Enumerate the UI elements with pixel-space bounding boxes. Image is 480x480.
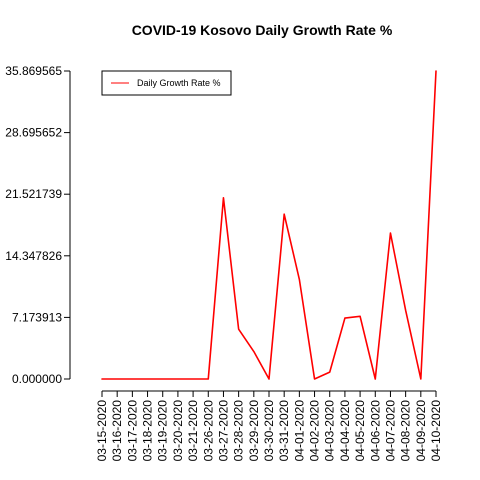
x-tick-label: 04-04-2020 bbox=[338, 400, 352, 462]
x-tick-label: 04-09-2020 bbox=[414, 400, 428, 462]
x-tick-label: 03-17-2020 bbox=[125, 400, 139, 462]
x-tick-label: 03-20-2020 bbox=[171, 400, 185, 462]
x-tick-label: 03-30-2020 bbox=[262, 400, 276, 462]
series-group bbox=[101, 70, 437, 380]
y-tick-label: 21.521739 bbox=[5, 187, 62, 201]
x-tick-label: 03-27-2020 bbox=[216, 400, 230, 462]
y-tick-label: 35.869565 bbox=[5, 64, 62, 78]
x-tick-label: 04-02-2020 bbox=[308, 400, 322, 462]
x-tick-label: 03-19-2020 bbox=[156, 400, 170, 462]
y-tick-label: 0.000000 bbox=[12, 372, 62, 386]
y-axis: 0.000000 7.173913 14.347826 21.521739 28.695… bbox=[5, 64, 71, 386]
x-axis: 03-15-2020 03-16-2020 03-17-2020 03-18-2020… bbox=[95, 390, 443, 462]
x-tick-label: 04-01-2020 bbox=[292, 400, 306, 462]
x-tick-label: 03-26-2020 bbox=[201, 400, 215, 462]
x-tick-label: 04-10-2020 bbox=[429, 400, 443, 462]
x-tick-label: 04-05-2020 bbox=[353, 400, 367, 462]
x-tick-label: 04-03-2020 bbox=[323, 400, 337, 462]
y-tick-label: 7.173913 bbox=[12, 310, 62, 324]
legend-label: Daily Growth Rate % bbox=[137, 78, 221, 88]
y-tick-label: 14.347826 bbox=[5, 249, 62, 263]
x-tick-label: 04-07-2020 bbox=[383, 400, 397, 462]
x-tick-label: 03-29-2020 bbox=[247, 400, 261, 462]
x-tick-label: 03-21-2020 bbox=[186, 400, 200, 462]
series-line bbox=[101, 70, 437, 380]
x-tick-label: 04-08-2020 bbox=[399, 400, 413, 462]
legend: Daily Growth Rate % bbox=[101, 70, 232, 96]
x-tick-label: 04-06-2020 bbox=[368, 400, 382, 462]
x-tick-label: 03-15-2020 bbox=[95, 400, 109, 462]
chart-title: COVID-19 Kosovo Daily Growth Rate % bbox=[132, 22, 393, 38]
x-tick-label: 03-16-2020 bbox=[110, 400, 124, 462]
x-tick-label: 03-18-2020 bbox=[141, 400, 155, 462]
y-tick-label: 28.695652 bbox=[5, 126, 62, 140]
x-tick-label: 03-28-2020 bbox=[232, 400, 246, 462]
x-tick-label: 03-31-2020 bbox=[277, 400, 291, 462]
